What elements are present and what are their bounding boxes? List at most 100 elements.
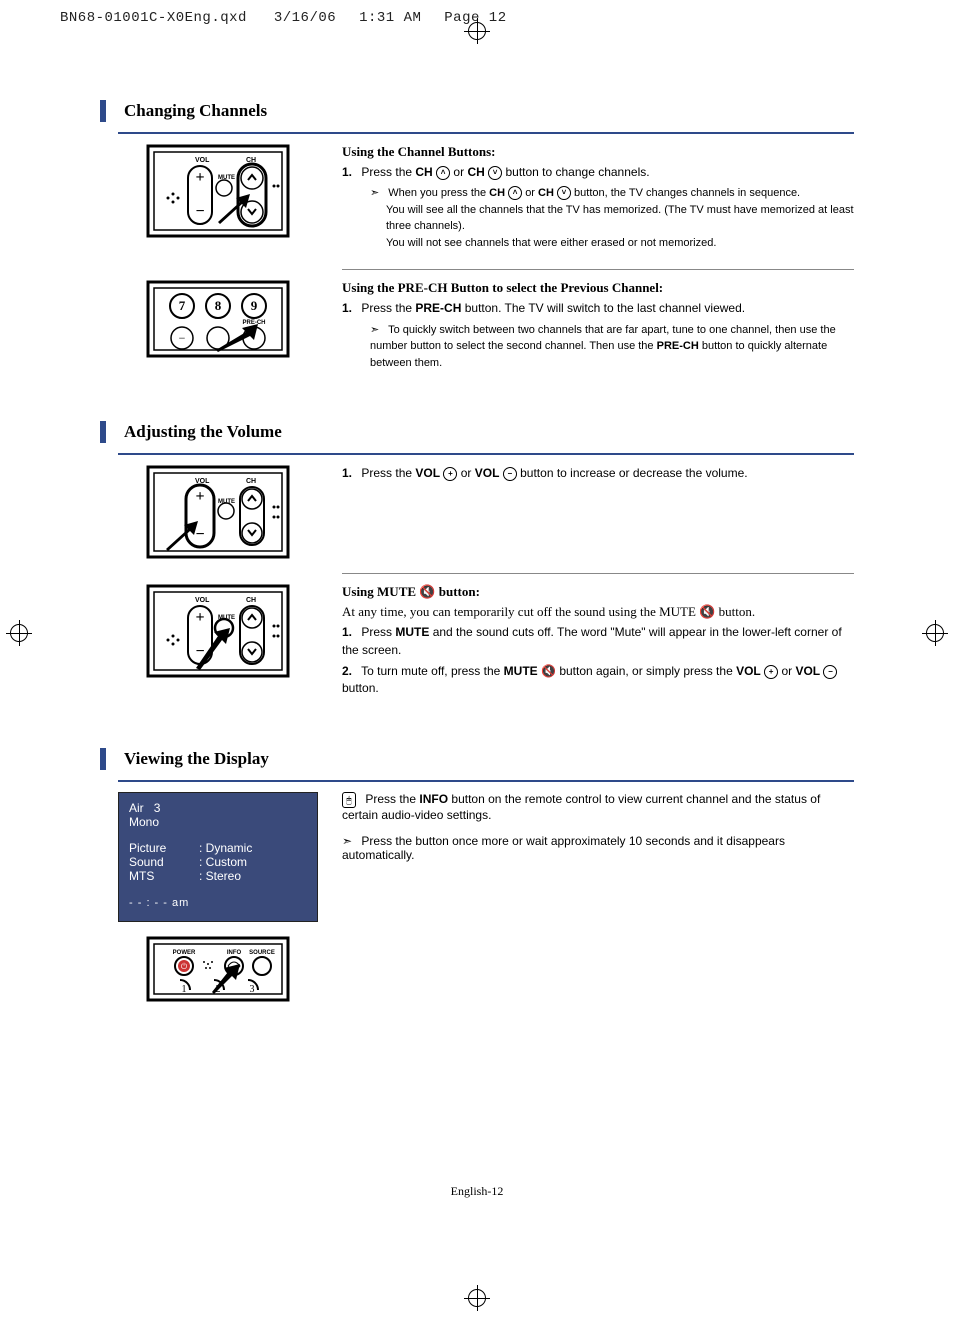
svg-text:CH: CH <box>246 478 256 485</box>
remote-figure-vol: VOL CH MUTE + − <box>118 465 318 559</box>
step-item: 1. Press the PRE-CH button. The TV will … <box>342 300 854 317</box>
step-text: or <box>461 466 475 480</box>
svg-text:9: 9 <box>251 298 258 313</box>
intro-text: At any time, you can temporarily cut off… <box>342 604 854 620</box>
accent-bar-icon <box>100 748 106 770</box>
page-footer: English-12 <box>0 1184 954 1199</box>
osd-key: Sound <box>129 855 199 869</box>
section-rule <box>118 780 854 782</box>
svg-text:−: − <box>195 203 204 220</box>
remote-figure-mute: VOL CH MUTE + − <box>118 584 318 702</box>
svg-text:MUTE: MUTE <box>218 499 235 505</box>
info-text: Press the <box>365 792 419 806</box>
minus-icon: − <box>823 665 837 679</box>
plus-icon: + <box>443 467 457 481</box>
note-text: or <box>525 187 538 199</box>
osd-time: - - : - - am <box>129 897 307 909</box>
mute-icon: 🔇 <box>699 604 715 619</box>
vol-label: VOL <box>795 664 820 678</box>
sub-heading: Using the PRE-CH Button to select the Pr… <box>342 280 854 296</box>
svg-text:+: + <box>195 609 204 626</box>
note-arrow-icon: ➣ <box>370 187 379 199</box>
step-text: or <box>453 165 467 179</box>
step-text: To turn mute off, press the <box>361 664 504 678</box>
step-text: button. <box>342 681 379 695</box>
up-icon: ˄ <box>436 166 450 180</box>
ch-label: CH <box>538 187 554 199</box>
qxd-header: BN68-01001C-X0Eng.qxd 3/16/06 1:31 AM Pa… <box>60 10 507 26</box>
info-text: Press the button once more or wait appro… <box>342 834 785 862</box>
header-time: 1:31 AM <box>359 10 421 26</box>
svg-text:1: 1 <box>182 984 187 995</box>
up-icon: ˄ <box>508 186 522 200</box>
crop-mark-icon <box>922 620 948 646</box>
crop-mark-icon <box>6 620 32 646</box>
note-text: You will not see channels that were eith… <box>386 235 716 252</box>
step-text: or <box>781 664 795 678</box>
header-filename: BN68-01001C-X0Eng.qxd <box>60 10 247 26</box>
svg-text:CH: CH <box>246 597 256 604</box>
crop-mark-icon <box>464 18 490 44</box>
plus-icon: + <box>764 665 778 679</box>
note-text: When you press the <box>388 187 489 199</box>
step-text: button to increase or decrease the volum… <box>520 466 747 480</box>
remote-figure-prech: 7 8 9 PRE-CH − <box>118 280 318 375</box>
osd-key: Picture <box>129 841 199 855</box>
step-item: 1. Press the VOL + or VOL − button to in… <box>342 465 854 482</box>
heading-text: Using MUTE <box>342 584 419 599</box>
remote-figure-info: POWER INFO SOURCE ⏻ 1 2 3 <box>118 936 318 1002</box>
section-rule <box>118 132 854 134</box>
svg-text:POWER: POWER <box>173 950 196 956</box>
accent-bar-icon <box>100 421 106 443</box>
svg-text:+: + <box>195 169 204 186</box>
mute-icon: 🔇 <box>541 664 556 678</box>
heading-text: button: <box>439 584 480 599</box>
osd-air: Air <box>129 801 144 815</box>
info-note: 🖱 Press the INFO button on the remote co… <box>342 792 854 822</box>
step-item: 1. Press MUTE and the sound cuts off. Th… <box>342 624 854 659</box>
svg-text:SOURCE: SOURCE <box>249 950 275 956</box>
mute-icon: 🔇 <box>419 584 435 599</box>
sub-heading: Using MUTE 🔇 button: <box>342 584 854 600</box>
ch-label: CH <box>489 187 505 199</box>
osd-figure: Air 3 Mono Picture: Dynamic Sound: Custo… <box>118 792 318 922</box>
step-item: 2. To turn mute off, press the MUTE 🔇 bu… <box>342 663 854 698</box>
down-icon: ˅ <box>488 166 502 180</box>
svg-text:3: 3 <box>250 984 255 995</box>
osd-mono: Mono <box>129 815 307 829</box>
step-text: Press the <box>361 466 415 480</box>
osd-val: : Dynamic <box>199 841 252 855</box>
section-title: Viewing the Display <box>124 749 269 769</box>
intro-text: At any time, you can temporarily cut off… <box>342 604 699 619</box>
osd-val: : Stereo <box>199 869 241 883</box>
svg-text:+: + <box>195 488 204 505</box>
crop-mark-icon <box>464 1285 490 1311</box>
svg-text:INFO: INFO <box>227 950 242 956</box>
step-text: Press the <box>361 165 415 179</box>
svg-text:8: 8 <box>215 298 222 313</box>
accent-bar-icon <box>100 100 106 122</box>
svg-text:⏻: ⏻ <box>181 962 188 971</box>
note-text: button, the TV changes channels in seque… <box>574 187 800 199</box>
osd-ch-num: 3 <box>154 801 161 815</box>
info-note: ➣ Press the button once more or wait app… <box>342 834 854 862</box>
section-title: Changing Channels <box>124 101 267 121</box>
step-text: button to change channels. <box>505 165 649 179</box>
svg-text:VOL: VOL <box>195 597 210 604</box>
ch-label: CH <box>415 165 432 179</box>
minus-icon: − <box>503 467 517 481</box>
ch-label: CH <box>467 165 484 179</box>
section-adjusting-volume: Adjusting the Volume VOL CH MUTE + − <box>100 421 854 702</box>
sub-heading: Using the Channel Buttons: <box>342 144 854 160</box>
svg-text:−: − <box>195 643 204 660</box>
step-item: 1. Press the CH ˄ or CH ˅ button to chan… <box>342 164 854 181</box>
section-title: Adjusting the Volume <box>124 422 282 442</box>
section-rule <box>118 453 854 455</box>
vol-label: VOL <box>475 466 500 480</box>
vol-label: VOL <box>415 466 440 480</box>
note-arrow-icon: ➣ <box>342 834 352 848</box>
mute-label: MUTE <box>504 664 538 678</box>
thin-rule <box>342 269 854 270</box>
svg-text:−: − <box>179 331 186 345</box>
intro-text: button. <box>719 604 755 619</box>
